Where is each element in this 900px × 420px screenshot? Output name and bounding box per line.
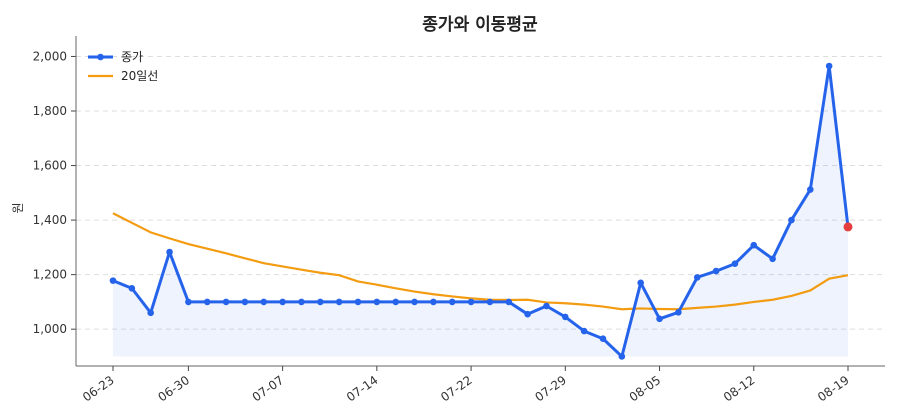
y-axis-label: 원 [11,202,25,213]
close-point [788,216,795,224]
y-tick-label: 1,200 [33,268,67,282]
close-point [147,309,154,317]
close-point [166,248,173,256]
y-tick-label: 1,800 [33,104,67,118]
close-point [618,353,626,360]
legend-ma-label: 20일선 [121,69,158,83]
x-tick-label: 08-19 [815,373,852,404]
x-tick-label: 08-12 [721,373,758,404]
close-point [260,298,268,306]
y-tick-label: 2,000 [33,49,67,63]
x-tick-label: 07-29 [532,373,569,404]
x-tick-label: 08-05 [627,373,664,404]
close-point [430,298,437,306]
close-point [505,298,513,306]
close-point [675,308,682,316]
legend: 종가 20일선 [88,50,158,83]
close-point [392,298,399,306]
close-point [448,298,456,306]
close-point [335,298,343,306]
close-point [580,327,588,335]
close-point [109,277,117,284]
close-point [241,298,249,306]
close-area [113,66,848,357]
x-tick-label: 07-22 [438,373,475,404]
last-close-point [843,222,853,232]
close-point [712,267,720,275]
close-point [354,298,362,306]
chart-title: 종가와 이동평균 [422,15,538,35]
close-point [524,310,531,318]
x-tick-label: 06-23 [80,373,117,404]
close-point [203,298,211,306]
close-point [486,298,494,306]
close-point [656,315,663,323]
y-tick-label: 1,600 [33,159,67,173]
series-line-close [112,64,850,358]
legend-close-label: 종가 [121,50,143,64]
close-point [807,186,814,193]
close-point [562,313,569,321]
close-point [317,298,324,306]
close-point [128,284,136,292]
close-point [750,241,758,249]
y-tick-label: 1,000 [33,322,67,336]
close-point [543,302,550,310]
close-point [731,260,739,268]
series-layer [109,62,853,360]
close-point [373,298,381,306]
close-point [825,62,833,70]
x-tick-label: 07-14 [344,373,381,404]
close-point [599,335,607,343]
series-line-ma20 [112,212,849,311]
x-tick-label: 07-07 [250,373,287,404]
close-point [637,279,644,287]
close-point [467,298,475,306]
area-fill [113,66,848,357]
close-point [222,298,230,306]
close-point [185,298,192,306]
legend-close-marker [97,53,104,61]
close-point [298,298,305,306]
close-point [411,298,418,306]
close-point [769,255,776,263]
close-point [693,274,701,281]
y-tick-label: 1,400 [33,213,67,227]
close-point [279,298,286,306]
x-tick-label: 06-30 [156,373,193,404]
